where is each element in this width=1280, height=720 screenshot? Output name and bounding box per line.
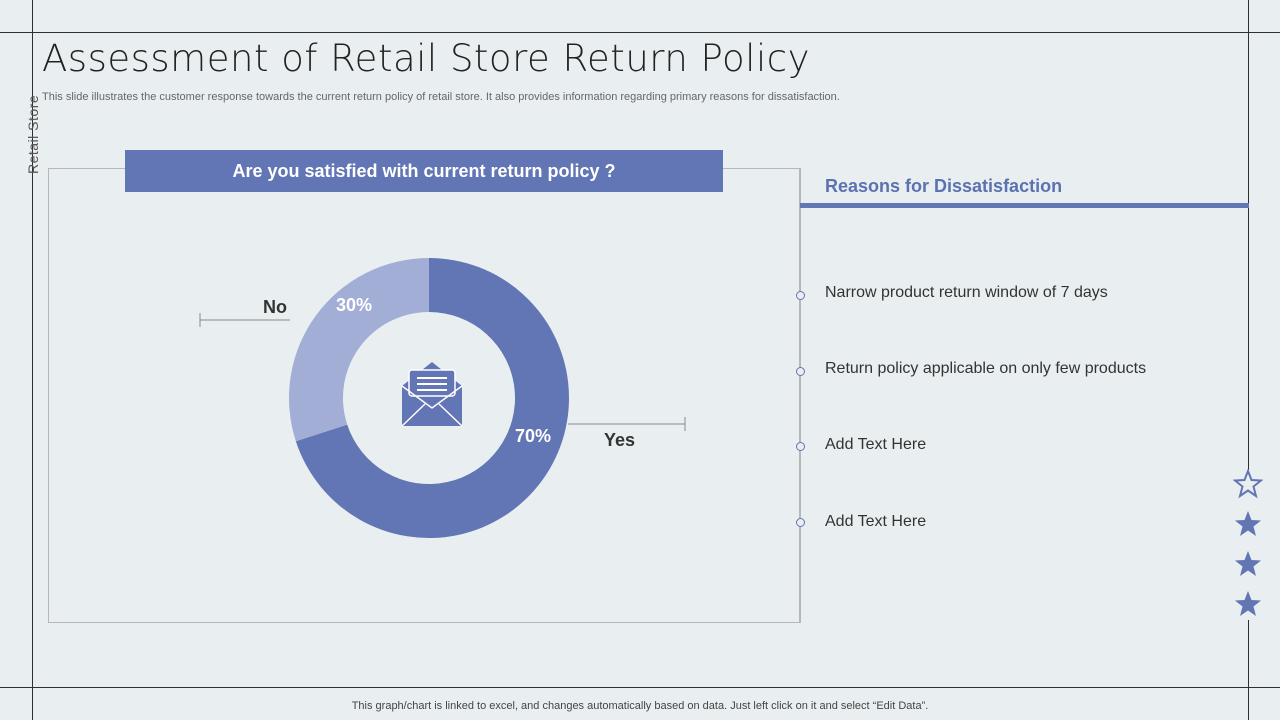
star-icon [1235,591,1261,616]
frame-left-line [32,0,33,720]
star-icon [1235,551,1261,576]
footer-note: This graph/chart is linked to excel, and… [351,700,929,712]
category-label-no: No [263,297,287,317]
reason-item: Add Text Here [825,513,927,530]
frame-top-line [0,32,1280,33]
star-icon [1235,511,1261,536]
reason-item: Add Text Here [825,436,927,453]
timeline-line [800,168,801,623]
donut-slice-yes[interactable] [295,258,569,538]
reason-dot [796,291,805,300]
reason-item: Narrow product return window of 7 days [825,284,1108,301]
frame-right-line [1248,0,1249,470]
frame-bottom-line [0,687,1280,688]
data-label-no: 30% [336,295,372,315]
reason-dot [796,367,805,376]
data-label-yes: 70% [515,426,551,446]
frame-right-line-lower [1248,620,1249,720]
donut-slice-no[interactable] [288,258,429,442]
page-title: Assessment of Retail Store Return Policy [42,37,810,80]
reason-dot [796,442,805,451]
chart-title: Are you satisfied with current return po… [125,150,723,192]
page-subtitle: This slide illustrates the customer resp… [42,91,840,103]
envelope-icon [401,362,463,427]
category-label-yes: Yes [604,430,635,450]
star-outline-icon [1233,469,1263,499]
reason-item: Return policy applicable on only few pro… [825,360,1147,377]
reason-dot [796,518,805,527]
reasons-underline [800,203,1249,208]
donut-chart[interactable]: 70% 30% Yes No [0,0,800,640]
reasons-title: Reasons for Dissatisfaction [825,176,1063,196]
